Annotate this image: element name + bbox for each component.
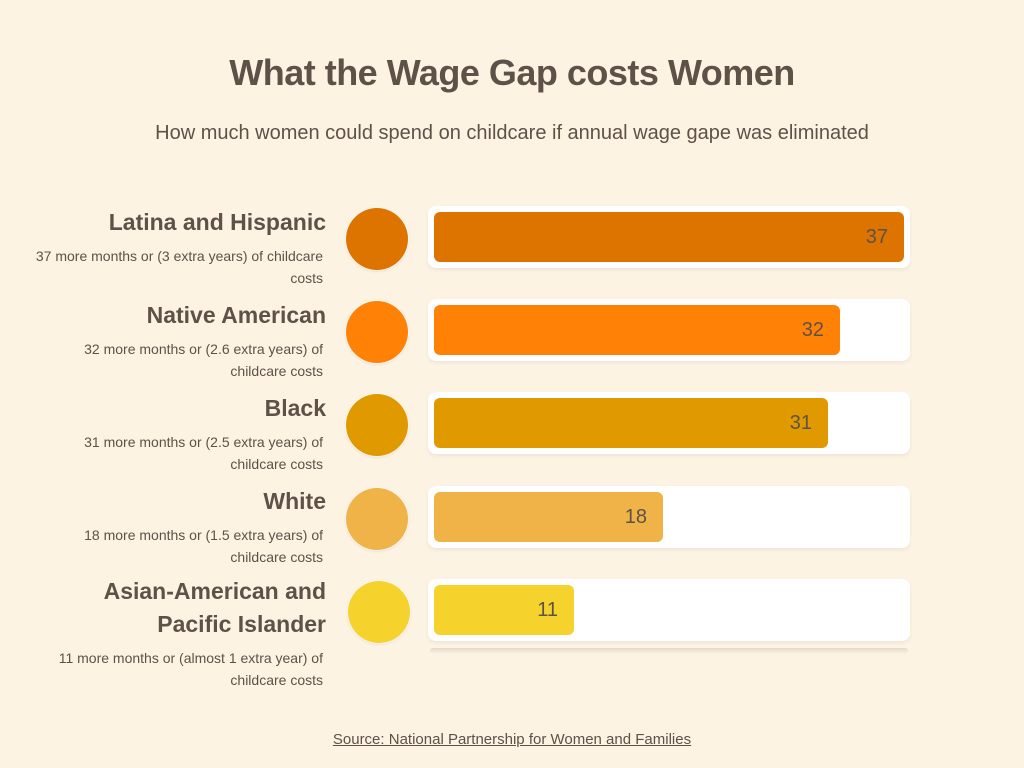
- category-color-dot: [346, 394, 408, 456]
- category-name: Black: [264, 395, 326, 421]
- category-color-dot: [348, 581, 410, 643]
- bar[interactable]: [434, 585, 574, 635]
- category-description: 37 more months or (3 extra years) of chi…: [35, 248, 323, 286]
- category-color-dot: [346, 301, 408, 363]
- category-label: White 18 more months or (1.5 extra years)…: [26, 485, 326, 568]
- bar[interactable]: [434, 305, 840, 355]
- category-label: Asian-American and Pacific Islander 11 mo…: [26, 575, 326, 691]
- source-link[interactable]: Source: National Partnership for Women a…: [332, 731, 692, 748]
- category-description: 31 more months or (2.5 extra years) of c…: [84, 434, 323, 472]
- category-name: Latina and Hispanic: [108, 209, 326, 235]
- bar-value-label: 18: [624, 506, 647, 528]
- bar[interactable]: [434, 212, 904, 262]
- category-label: Native American 32 more months or (2.6 ex…: [26, 299, 326, 382]
- chart-bottom-shadow: [430, 648, 908, 654]
- category-label: Latina and Hispanic 37 more months or (3 …: [26, 206, 326, 289]
- category-label: Black 31 more months or (2.5 extra years)…: [26, 392, 326, 475]
- bar-value-label: 11: [537, 599, 558, 621]
- chart-title: What the Wage Gap costs Women: [229, 52, 795, 93]
- category-description: 32 more months or (2.6 extra years) of c…: [84, 341, 323, 379]
- category-name: Native American: [146, 302, 326, 328]
- bar-value-label: 37: [865, 226, 888, 248]
- category-name: White: [263, 488, 326, 514]
- category-color-dot: [346, 208, 408, 270]
- bar-value-label: 31: [789, 412, 812, 434]
- category-name: Asian-American and Pacific Islander: [103, 578, 326, 637]
- bar-value-label: 32: [801, 319, 824, 341]
- category-description: 11 more months or (almost 1 extra year) …: [58, 650, 323, 688]
- chart-subtitle: How much women could spend on childcare …: [155, 122, 869, 144]
- bar[interactable]: [434, 492, 663, 542]
- category-description: 18 more months or (1.5 extra years) of c…: [84, 527, 323, 565]
- category-color-dot: [346, 488, 408, 550]
- bar[interactable]: [434, 398, 828, 448]
